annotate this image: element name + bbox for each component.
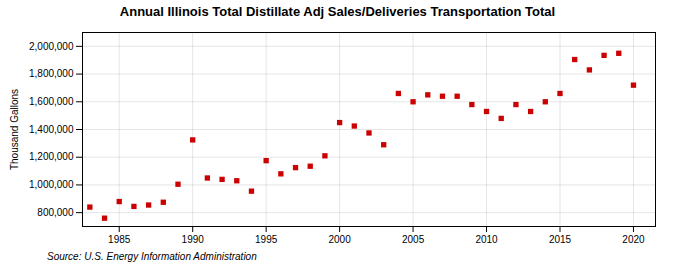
svg-text:1,600,000: 1,600,000 [29, 96, 74, 107]
svg-text:1995: 1995 [255, 234, 278, 245]
svg-text:Thousand Gallons: Thousand Gallons [9, 89, 20, 170]
svg-text:2020: 2020 [622, 234, 645, 245]
svg-text:2015: 2015 [549, 234, 572, 245]
svg-text:1,800,000: 1,800,000 [29, 68, 74, 79]
svg-text:1,200,000: 1,200,000 [29, 151, 74, 162]
svg-text:2010: 2010 [475, 234, 498, 245]
svg-text:2000: 2000 [328, 234, 351, 245]
svg-text:1,400,000: 1,400,000 [29, 124, 74, 135]
html-text:Source: U.S. Energy Informatio: Source: U.S. Energy Information Administ… [47, 251, 257, 262]
html-text:Annual Illinois Total Distilla: Annual Illinois Total Distillate Adj Sal… [119, 4, 556, 19]
svg-text:2005: 2005 [402, 234, 425, 245]
svg-text:1,000,000: 1,000,000 [29, 179, 74, 190]
svg-text:1990: 1990 [182, 234, 205, 245]
svg-text:2,000,000: 2,000,000 [29, 41, 74, 52]
svg-text:1985: 1985 [108, 234, 131, 245]
svg-text:800,000: 800,000 [37, 207, 74, 218]
